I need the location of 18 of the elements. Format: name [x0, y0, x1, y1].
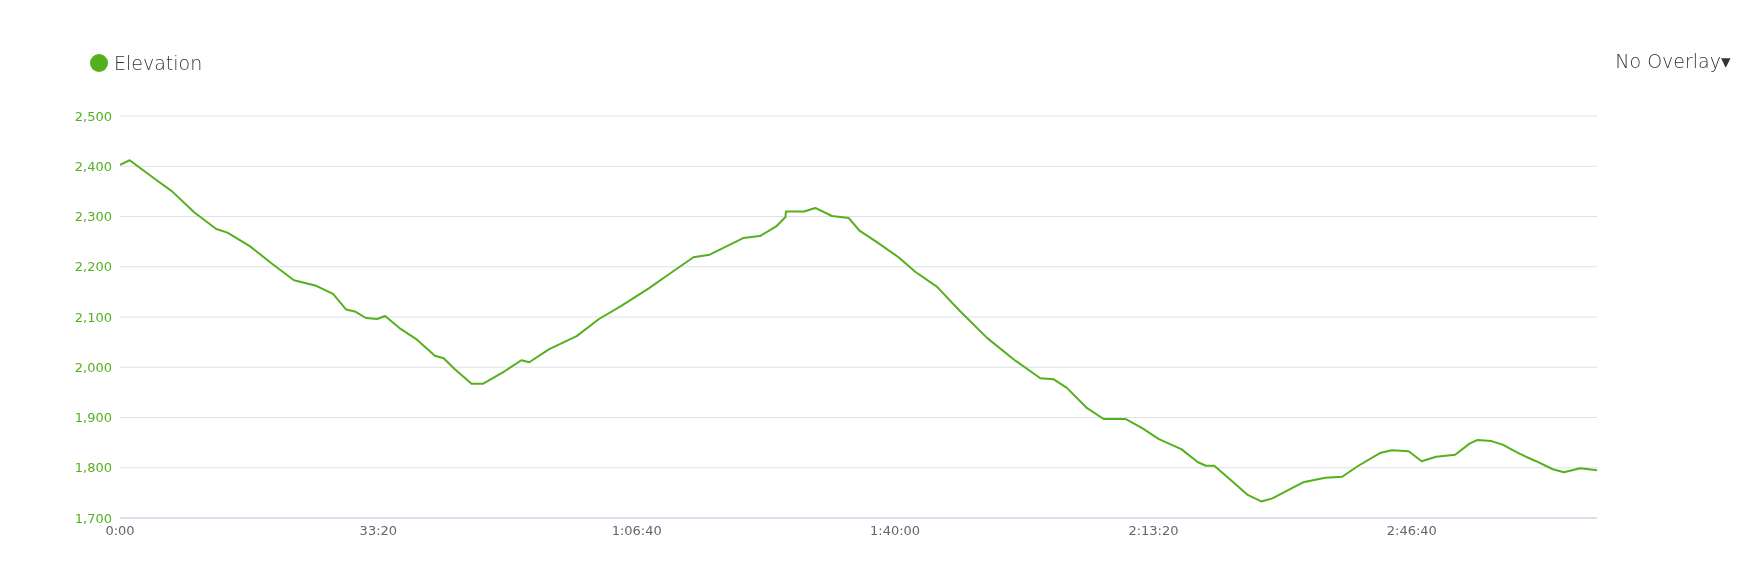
text: No Overlay▾ — [1615, 50, 1731, 72]
x-tick-label: 1:40:00 — [870, 523, 921, 539]
x-tick-label: 2:13:20 — [1128, 523, 1179, 539]
y-tick-label: 2,500 — [74, 108, 112, 124]
y-tick-label: 2,100 — [74, 309, 112, 325]
y-tick-label: 1,800 — [74, 460, 112, 476]
x-tick-label: 33:20 — [359, 523, 398, 539]
y-tick-label: 2,200 — [74, 259, 112, 275]
x-tick-label: 2:46:40 — [1386, 523, 1437, 539]
y-tick-label: 1,700 — [74, 510, 112, 526]
y-tick-label: 2,000 — [74, 359, 112, 375]
legend-label: Elevation — [114, 52, 203, 74]
y-tick-label: 2,300 — [74, 209, 112, 225]
y-tick-label: 1,900 — [74, 410, 112, 426]
x-tick-label: 1:06:40 — [611, 523, 662, 539]
y-tick-label: 2,400 — [74, 158, 112, 174]
line-series — [120, 159, 1597, 503]
x-tick-label: 0:00 — [105, 523, 135, 539]
